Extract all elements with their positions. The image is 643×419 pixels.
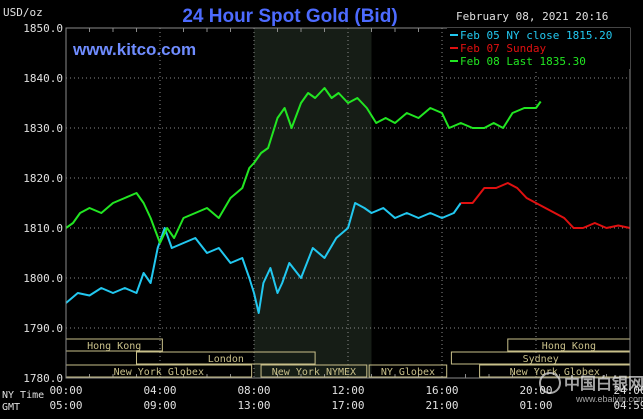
x-tick-label-gmt: 13:00: [237, 399, 270, 412]
chart-title: 24 Hour Spot Gold (Bid): [182, 6, 397, 27]
datetime-stamp: February 08, 2021 20:16: [456, 10, 608, 23]
session-shade: [254, 28, 372, 378]
x-tick-label-gmt: 05:00: [49, 399, 82, 412]
ny-time-label: NY Time: [2, 390, 44, 401]
gmt-label: GMT: [2, 402, 20, 413]
legend-entry: Feb 08 Last 1835.30: [460, 55, 586, 68]
plot-frame: [65, 27, 631, 379]
x-tick-label-ny: 20:00: [519, 384, 552, 397]
y-axis-labels: 1850.0 1840.0 1830.0 1820.0 1810.0 1800.0 1790…: [23, 22, 63, 385]
watermark-url: www.ebaiyin.com: [575, 394, 643, 404]
session-band-label: Hong Kong: [87, 341, 141, 352]
y-tick-label: 1840.0: [23, 72, 63, 85]
session-band: [260, 364, 368, 378]
y-tick-label: 1790.0: [23, 322, 63, 335]
watermark-text: 中国白银网: [564, 374, 643, 393]
legend-entry: Feb 07 Sunday: [460, 42, 546, 55]
session-band-label: New York Globex: [510, 367, 600, 378]
x-tick-label-ny: 04:00: [143, 384, 176, 397]
series-line: [65, 202, 462, 314]
session-band-label: Sydney: [523, 354, 559, 365]
x-tick-label-ny: 00:00: [49, 384, 82, 397]
session-band-label: NY Globex: [381, 367, 435, 378]
session-band-label: London: [208, 354, 244, 365]
y-tick-label: 1850.0: [23, 22, 63, 35]
y-tick-label: 1810.0: [23, 222, 63, 235]
x-tick-label-ny: 12:00: [331, 384, 364, 397]
y-tick-label: 1800.0: [23, 272, 63, 285]
y-axis-units: USD/oz: [3, 6, 43, 19]
y-tick-label: 1780.0: [23, 372, 63, 385]
x-tick-label-gmt: 09:00: [143, 399, 176, 412]
session-band: [136, 351, 316, 365]
website-label: www.kitco.com: [72, 40, 196, 59]
watermark: 中国白银网 www.ebaiyin.com: [539, 372, 643, 404]
session-band-label: New York Globex: [114, 367, 204, 378]
legend-box: [447, 28, 630, 69]
market-session-bands: Hong Kong Hong Kong London Sydney New York G…: [65, 338, 631, 378]
y-tick-label: 1830.0: [23, 122, 63, 135]
x-tick-label-gmt: 17:00: [331, 399, 364, 412]
x-tick-label-gmt: 01:00: [519, 399, 552, 412]
session-band: [368, 364, 448, 378]
x-tick-label-ny: 16:00: [425, 384, 458, 397]
session-band-label: New York NYMEX: [272, 367, 356, 378]
x-tick-label-ny: 08:00: [237, 384, 270, 397]
x-tick-label-gmt: 04:59: [613, 399, 643, 412]
series-line: [460, 182, 631, 229]
x-axis-labels: 00:00 05:00 04:00 09:00 08:00 13:00 12:00 17:00…: [49, 384, 643, 412]
x-tick-label-ny: 24:00: [613, 384, 643, 397]
legend-entry: Feb 05 NY close 1815.20: [460, 29, 612, 42]
session-band-label: Hong Kong: [542, 341, 596, 352]
x-tick-label-gmt: 21:00: [425, 399, 458, 412]
y-tick-label: 1820.0: [23, 172, 63, 185]
price-series: [65, 87, 631, 314]
watermark-logo-icon: [539, 372, 561, 394]
series-line: [65, 87, 542, 244]
